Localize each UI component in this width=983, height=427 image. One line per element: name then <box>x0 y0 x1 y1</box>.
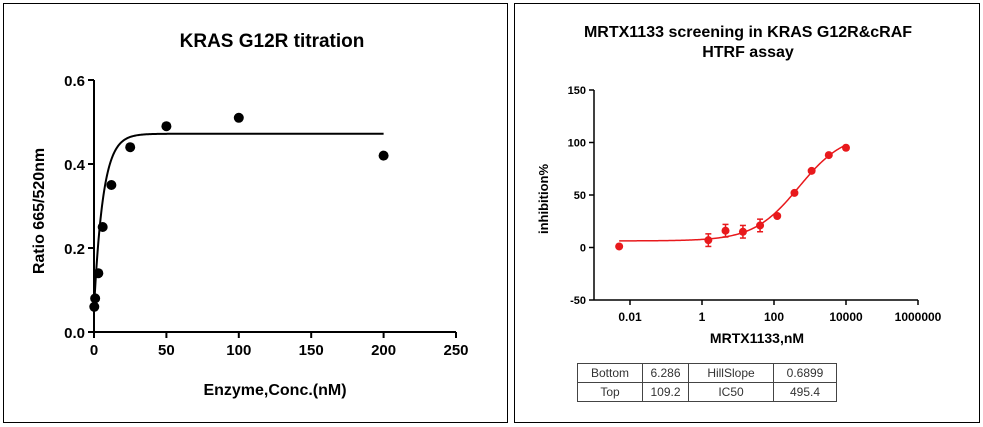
x-tick-label: 100 <box>226 342 251 359</box>
y-tick-label: 0 <box>580 243 586 255</box>
fit-parameters-row: Bottom 6.286 HillSlope 0.6899 <box>577 363 837 383</box>
data-point <box>97 222 108 232</box>
fit-curve <box>93 132 384 309</box>
data-point <box>756 221 765 230</box>
data-point <box>721 226 730 235</box>
data-point <box>615 242 624 251</box>
param-value-ic50: 495.4 <box>773 382 837 402</box>
data-point <box>704 236 713 245</box>
data-point <box>93 268 104 279</box>
y-tick-label: 0.0 <box>64 325 85 342</box>
data-point <box>738 227 747 236</box>
data-point <box>842 143 850 152</box>
titration-chart: KRAS G12R titration 0.0 0.2 0.4 0.6 0 50 100 150… <box>31 31 469 399</box>
param-name-ic50: IC50 <box>688 382 774 402</box>
x-axis-label: Enzyme,Conc.(nM) <box>203 382 346 399</box>
x-tick-label: 250 <box>443 342 468 359</box>
param-value-top: 109.2 <box>642 382 689 402</box>
data-point <box>90 293 101 304</box>
y-tick-label: 50 <box>574 190 586 202</box>
fit-parameters-row: Top 109.2 IC50 495.4 <box>577 382 837 402</box>
data-point <box>824 151 833 160</box>
data-point <box>161 121 172 132</box>
data-point <box>89 301 100 312</box>
chart-panel-screening: MRTX1133 screening in KRAS G12R&cRAF HTRF… <box>514 3 980 423</box>
y-tick-label: 0.4 <box>64 157 86 174</box>
y-tick-label: -50 <box>570 295 586 307</box>
x-tick-label: 0.01 <box>618 310 642 324</box>
x-tick-label: 1000000 <box>895 310 942 324</box>
data-point <box>125 142 136 153</box>
y-tick-label: 100 <box>568 138 586 150</box>
param-value-bottom: 6.286 <box>642 363 689 383</box>
x-tick-label: 150 <box>299 342 324 359</box>
data-point <box>773 212 782 220</box>
x-tick-label: 100 <box>764 310 784 324</box>
param-name-top: Top <box>577 382 643 402</box>
x-axis-label: MRTX1133,nM <box>710 330 804 346</box>
x-tick-label: 1 <box>699 310 706 324</box>
x-tick-label: 10000 <box>829 310 863 324</box>
data-point <box>106 180 117 190</box>
param-value-hillslope: 0.6899 <box>773 363 837 383</box>
data-point <box>233 112 244 123</box>
x-tick-label: 50 <box>158 342 175 359</box>
chart-panel-titration: KRAS G12R titration 0.0 0.2 0.4 0.6 0 50 100 150… <box>3 3 508 423</box>
y-axis-label: inhibition% <box>536 164 551 234</box>
chart-subtitle: HTRF assay <box>702 44 794 61</box>
chart-title: KRAS G12R titration <box>180 31 365 52</box>
param-name-hillslope: HillSlope <box>688 363 774 383</box>
data-point <box>378 150 389 161</box>
x-tick-label: 0 <box>90 342 98 359</box>
screening-chart: MRTX1133 screening in KRAS G12R&cRAF HTRF… <box>536 24 942 346</box>
y-tick-label: 0.6 <box>64 73 85 90</box>
param-name-bottom: Bottom <box>577 363 643 383</box>
y-tick-label: 150 <box>568 85 586 97</box>
x-tick-label: 200 <box>371 342 396 359</box>
y-tick-label: 0.2 <box>64 241 85 258</box>
data-point <box>807 166 816 175</box>
fit-parameters-table: Bottom 6.286 HillSlope 0.6899 Top 109.2 … <box>577 363 837 402</box>
data-point <box>790 188 799 197</box>
chart-title: MRTX1133 screening in KRAS G12R&cRAF <box>584 24 912 41</box>
fit-curve <box>619 144 847 242</box>
y-axis-label: Ratio 665/520nm <box>31 148 48 274</box>
